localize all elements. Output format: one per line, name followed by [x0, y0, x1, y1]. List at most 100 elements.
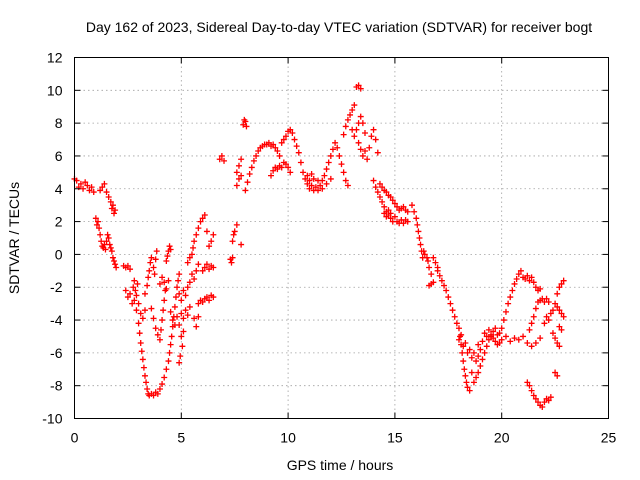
- data-point: [238, 156, 245, 163]
- y-tick-label: -6: [50, 345, 63, 361]
- data-point: [265, 139, 272, 146]
- data-point: [201, 212, 208, 219]
- data-point: [338, 161, 345, 168]
- data-point: [210, 294, 217, 301]
- data-point: [492, 338, 499, 345]
- data-point: [203, 228, 210, 235]
- data-point: [479, 356, 486, 363]
- data-point: [171, 303, 178, 310]
- data-point: [368, 133, 375, 140]
- data-point: [361, 129, 368, 136]
- data-point: [455, 336, 462, 343]
- data-point: [430, 254, 437, 261]
- data-point: [532, 305, 539, 312]
- data-point: [526, 277, 533, 284]
- data-point: [160, 307, 167, 314]
- data-point: [127, 290, 134, 297]
- data-point: [530, 392, 537, 399]
- data-point: [556, 284, 563, 291]
- data-point: [547, 394, 554, 401]
- x-tick-label: 15: [387, 430, 403, 446]
- data-point: [148, 254, 155, 261]
- data-point: [304, 172, 311, 179]
- data-point: [152, 256, 159, 263]
- data-point: [513, 276, 520, 283]
- data-point: [193, 323, 200, 330]
- data-point: [80, 185, 87, 192]
- data-point: [312, 184, 319, 191]
- data-point: [244, 179, 251, 186]
- data-point: [443, 287, 450, 294]
- data-point: [376, 180, 383, 187]
- data-point: [420, 248, 427, 255]
- data-point: [176, 290, 183, 297]
- data-point: [430, 279, 437, 286]
- data-point: [357, 113, 364, 120]
- data-point: [113, 264, 120, 271]
- data-point: [135, 320, 142, 327]
- data-point: [549, 330, 556, 337]
- data-point: [233, 182, 240, 189]
- data-point: [191, 276, 198, 283]
- y-tick-label: -8: [50, 378, 63, 394]
- data-point: [105, 193, 112, 200]
- data-point: [475, 369, 482, 376]
- data-point: [291, 136, 298, 143]
- data-point: [461, 366, 468, 373]
- data-point: [127, 266, 134, 273]
- data-point: [379, 198, 386, 205]
- data-point: [372, 136, 379, 143]
- x-tick-label: 0: [71, 430, 79, 446]
- data-point: [332, 139, 339, 146]
- data-point: [455, 325, 462, 332]
- data-point: [124, 294, 131, 301]
- data-point: [248, 164, 255, 171]
- data-point: [436, 272, 443, 279]
- data-point: [152, 325, 159, 332]
- data-point: [344, 116, 351, 123]
- data-point: [306, 185, 313, 192]
- data-point: [188, 251, 195, 258]
- data-point: [511, 335, 518, 342]
- data-point: [193, 267, 200, 274]
- data-point: [300, 169, 307, 176]
- data-point: [167, 308, 174, 315]
- data-point: [532, 340, 539, 347]
- data-point: [199, 267, 206, 274]
- data-point: [137, 340, 144, 347]
- data-point: [364, 156, 371, 163]
- data-point: [131, 277, 138, 284]
- data-point: [458, 331, 465, 338]
- data-point: [97, 187, 104, 194]
- data-point: [228, 259, 235, 266]
- data-point: [163, 285, 170, 292]
- data-point: [357, 146, 364, 153]
- data-point: [195, 313, 202, 320]
- data-point: [253, 152, 260, 159]
- y-tick-label: 12: [47, 50, 63, 66]
- data-point: [143, 379, 150, 386]
- data-point: [460, 343, 467, 350]
- data-point: [383, 189, 390, 196]
- data-point: [451, 313, 458, 320]
- data-point: [177, 353, 184, 360]
- data-point: [139, 356, 146, 363]
- data-point: [383, 213, 390, 220]
- data-point: [210, 231, 217, 238]
- data-point: [134, 280, 141, 287]
- data-point: [556, 307, 563, 314]
- data-point: [140, 364, 147, 371]
- data-points: [71, 82, 567, 411]
- data-point: [473, 358, 480, 365]
- data-point: [460, 358, 467, 365]
- data-point: [102, 246, 109, 253]
- data-point: [537, 285, 544, 292]
- data-point: [374, 149, 381, 156]
- data-point: [199, 298, 206, 305]
- data-point: [438, 277, 445, 284]
- data-point: [387, 210, 394, 217]
- data-point: [295, 149, 302, 156]
- data-point: [554, 303, 561, 310]
- data-point: [90, 189, 97, 196]
- data-point: [425, 257, 432, 264]
